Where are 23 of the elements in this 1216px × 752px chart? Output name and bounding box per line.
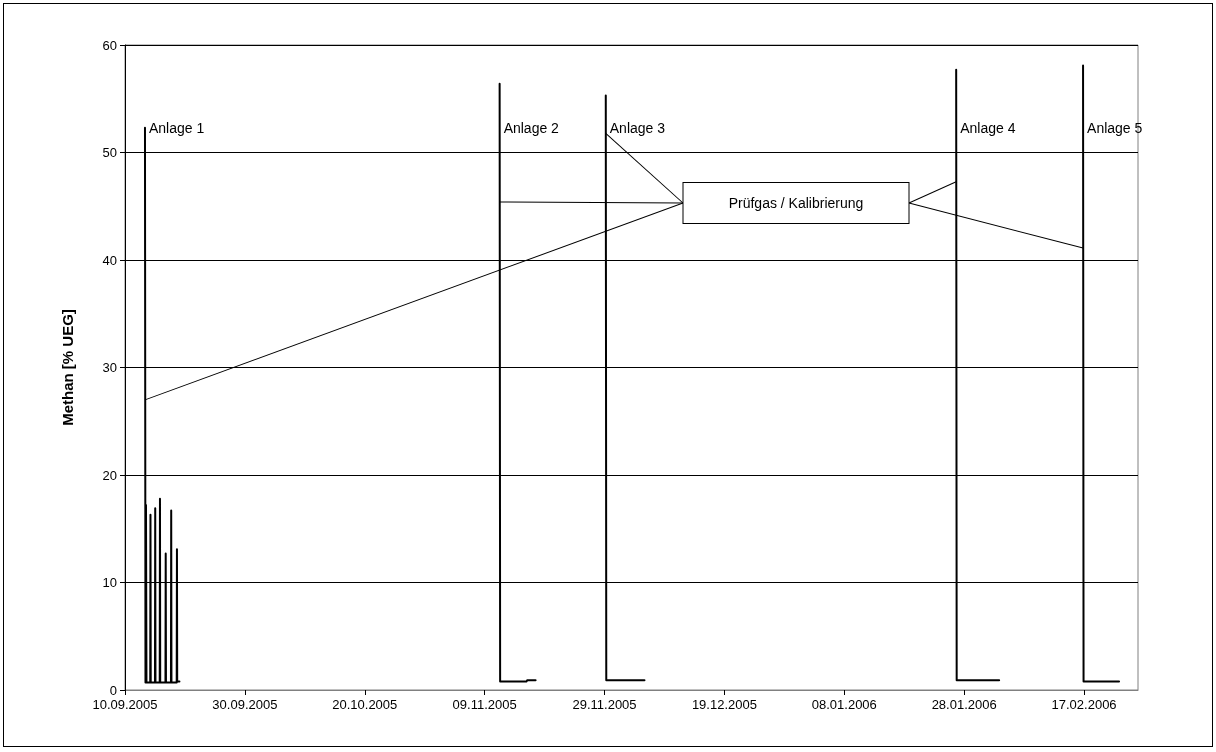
annotation: Anlage 1 <box>148 119 205 136</box>
y-tick-label: 20 <box>102 467 117 483</box>
y-axis-title: Methan [% UEG] <box>59 309 76 426</box>
y-tick-label: 0 <box>109 682 117 698</box>
x-tick-label: 30.09.2005 <box>212 697 278 712</box>
annotation: Prüfgas / Kalibrierung <box>728 195 864 211</box>
y-tick-label: 50 <box>102 145 117 160</box>
x-tick-label: 10.09.2005 <box>92 697 158 712</box>
annotation: Anlage 2 <box>503 119 560 136</box>
x-tick-label: 29.11.2005 <box>572 697 637 712</box>
annotation: Anlage 3 <box>609 119 666 136</box>
x-tick-label: 20.10.2005 <box>332 697 398 712</box>
y-tick-label: 10 <box>102 575 117 590</box>
x-tick-label: 09.11.2005 <box>452 697 517 712</box>
y-tick-label: 60 <box>102 37 117 53</box>
x-tick-label: 08.01.2006 <box>811 697 877 712</box>
y-tick-label: 40 <box>102 252 117 268</box>
x-tick-label: 19.12.2005 <box>691 697 757 712</box>
annotation: Anlage 4 <box>960 119 1016 136</box>
annotation: Anlage 5 <box>1087 119 1143 136</box>
y-tick-label: 30 <box>102 360 117 375</box>
x-tick-label: 17.02.2006 <box>1051 697 1117 712</box>
x-tick-label: 28.01.2006 <box>931 697 997 712</box>
